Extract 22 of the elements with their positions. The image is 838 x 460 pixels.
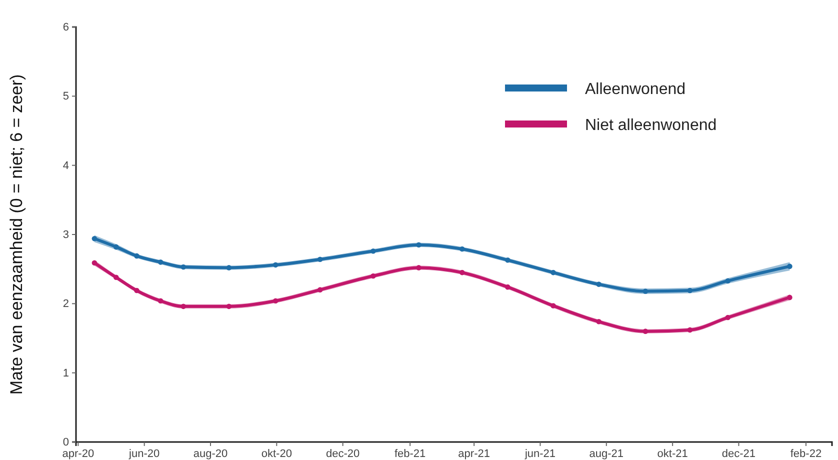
y-tick-label: 0 <box>62 436 69 449</box>
x-tick-label: dec-21 <box>722 448 756 460</box>
x-tick-label: feb-21 <box>394 448 426 460</box>
y-tick-label: 3 <box>62 229 69 242</box>
x-tick-label: apr-20 <box>62 448 94 460</box>
legend-label: Niet alleenwonend <box>585 117 717 134</box>
y-tick-label: 2 <box>62 298 69 310</box>
y-tick-label: 5 <box>62 90 69 103</box>
y-axis-title: Mate van eenzaamheid (0 = niet; 6 = zeer) <box>7 74 26 395</box>
legend-label: Alleenwonend <box>585 81 686 98</box>
x-tick-label: aug-20 <box>193 448 228 460</box>
x-tick-label: feb-22 <box>790 448 822 460</box>
y-tick-label: 6 <box>62 22 69 34</box>
y-tick-label: 1 <box>62 367 69 380</box>
x-tick-label: dec-20 <box>326 448 360 460</box>
y-tick-label: 4 <box>62 160 69 172</box>
x-tick-label: jun-20 <box>128 448 160 460</box>
x-tick-label: aug-21 <box>589 448 624 460</box>
x-tick-label: okt-21 <box>657 448 688 460</box>
x-tick-label: okt-20 <box>261 448 292 460</box>
x-tick-label: apr-21 <box>458 448 490 460</box>
x-tick-label: jun-21 <box>524 448 556 460</box>
